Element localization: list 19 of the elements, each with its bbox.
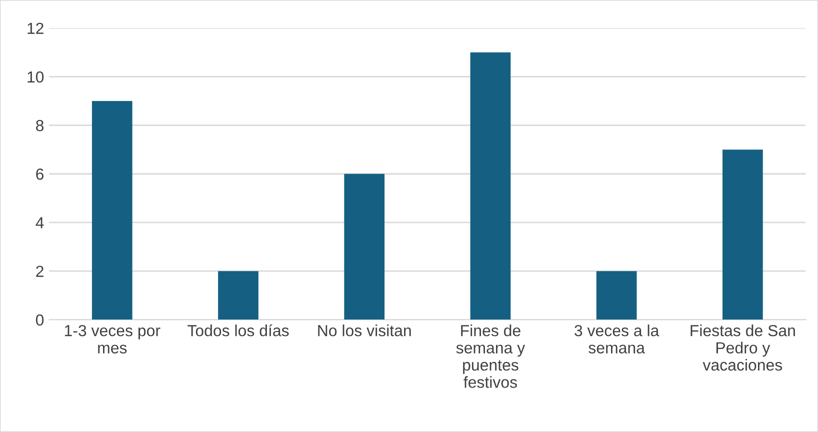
y-tick-label: 0: [36, 314, 44, 326]
y-tick-label: 10: [28, 71, 44, 83]
x-tick-label: Fiestas de San Pedro y vacaciones: [690, 324, 795, 371]
x-tick-label: No los visitan: [318, 324, 411, 336]
y-tick-label: 8: [36, 120, 44, 132]
bar: [470, 52, 511, 320]
y-tick-label: 6: [36, 168, 44, 180]
bar: [92, 100, 132, 320]
y-tick-label: 4: [36, 217, 44, 228]
bar: [344, 174, 385, 320]
x-tick-label: 3 veces a la semana: [574, 324, 660, 354]
y-tick-label: 12: [28, 22, 44, 34]
x-tick-label: 1-3 veces por mes: [64, 324, 160, 354]
bar: [596, 271, 637, 320]
bar: [722, 150, 763, 320]
x-tick-label: Fines de semana y puentes festivos: [456, 324, 526, 388]
x-tick-label: Todos los días: [188, 324, 289, 336]
y-tick-label: 2: [36, 266, 44, 277]
bar: [218, 271, 258, 320]
